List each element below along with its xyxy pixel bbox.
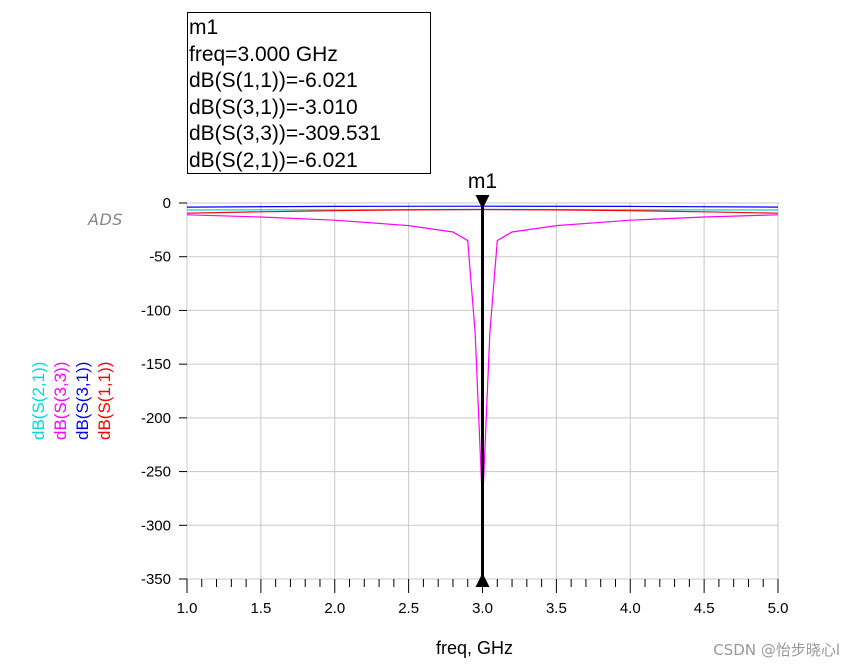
x-tick-label: 3.5 bbox=[546, 600, 567, 617]
marker-readout-line: freq=3.000 GHz bbox=[189, 42, 338, 66]
marker-readout-box[interactable]: m1 freq=3.000 GHz dB(S(1,1))=-6.021 dB(S… bbox=[187, 12, 431, 174]
y-tick-label: -200 bbox=[141, 410, 171, 427]
x-tick-label: 3.0 bbox=[472, 600, 493, 617]
x-axis-ticks: 1.0 1.5 2.0 2.5 3.0 3.5 4.0 4.5 5.0 bbox=[177, 600, 789, 617]
marker-readout-line: dB(S(2,1))=-6.021 bbox=[189, 148, 358, 172]
legend-entry: dB(S(3,1)) bbox=[73, 362, 92, 440]
ads-logo: ADS bbox=[88, 210, 123, 229]
watermark: CSDN @怡步晓心l bbox=[713, 641, 840, 659]
x-tick-label: 4.0 bbox=[620, 600, 641, 617]
y-axis-legend: dB(S(2,1)) dB(S(3,3)) dB(S(3,1)) dB(S(1,1)) bbox=[29, 362, 114, 440]
marker-top-triangle bbox=[475, 195, 490, 209]
marker-readout-line: m1 bbox=[189, 16, 219, 39]
x-tick-label: 4.5 bbox=[694, 600, 715, 617]
minor-ticks bbox=[186, 579, 779, 593]
y-tick-label: -100 bbox=[141, 302, 171, 319]
y-axis-ticks: 0 -50 -100 -150 -200 -250 -300 -350 bbox=[141, 195, 187, 588]
x-tick-label: 2.0 bbox=[324, 600, 345, 617]
marker-readout-line: dB(S(3,3))=-309.531 bbox=[189, 122, 382, 145]
marker-readout-line: dB(S(3,1))=-3.010 bbox=[189, 95, 358, 119]
x-tick-label: 1.0 bbox=[177, 600, 198, 617]
legend-entry: dB(S(1,1)) bbox=[95, 362, 114, 440]
y-tick-label: -350 bbox=[141, 571, 171, 588]
marker-bottom-triangle bbox=[475, 573, 490, 587]
y-tick-label: -300 bbox=[141, 517, 171, 534]
marker-m1[interactable]: m1 bbox=[468, 170, 497, 587]
y-tick-label: -250 bbox=[141, 464, 171, 481]
x-tick-label: 1.5 bbox=[250, 600, 271, 617]
legend-entry: dB(S(3,3)) bbox=[51, 362, 70, 440]
x-axis-label: freq, GHz bbox=[436, 638, 514, 658]
x-tick-label: 5.0 bbox=[768, 600, 789, 617]
x-tick-label: 2.5 bbox=[398, 600, 419, 617]
marker-readout-line: dB(S(1,1))=-6.021 bbox=[189, 69, 358, 92]
y-tick-label: -150 bbox=[141, 356, 171, 373]
marker-label: m1 bbox=[468, 170, 497, 193]
legend-entry: dB(S(2,1)) bbox=[29, 362, 48, 440]
y-tick-label: -50 bbox=[149, 249, 171, 266]
y-tick-label: 0 bbox=[163, 195, 171, 212]
